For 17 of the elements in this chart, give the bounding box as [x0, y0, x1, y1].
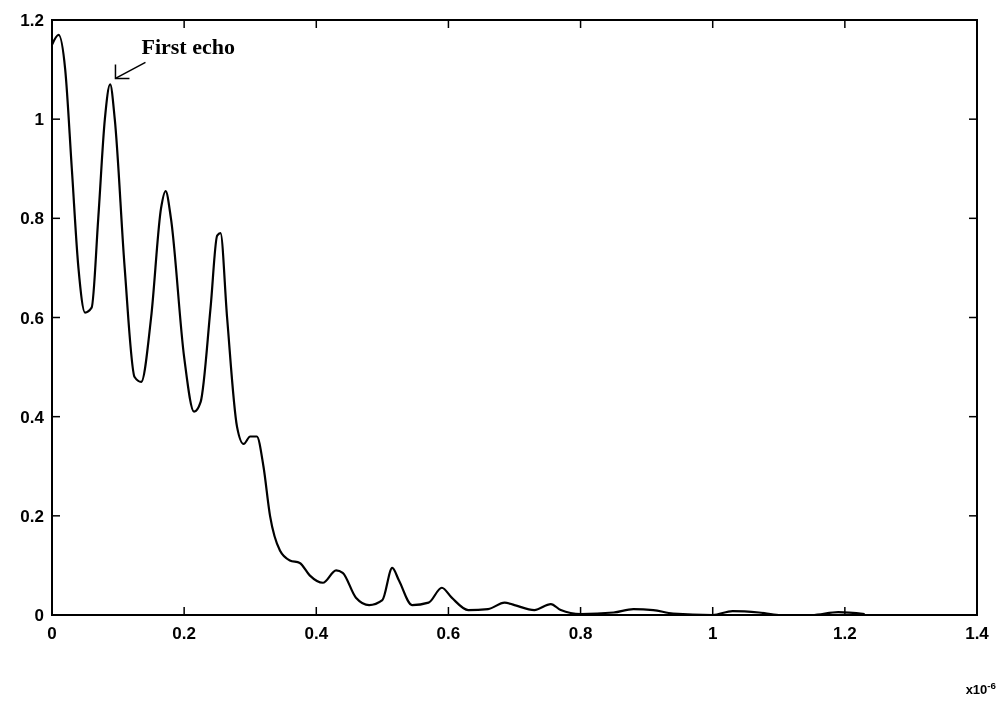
x-tick-label: 0.4	[304, 624, 329, 643]
x-tick-label: 1.4	[965, 624, 990, 643]
text: x10$^{-6}$	[965, 679, 997, 697]
x-tick-label: 1	[707, 624, 718, 643]
y-tick-label: 0.8	[20, 209, 44, 229]
y-tick-label: 0.6	[20, 308, 44, 328]
x-tick-label: 0.2	[172, 624, 196, 643]
y-tick-label: 0.2	[20, 506, 44, 526]
x-tick-label: 0.6	[436, 624, 461, 643]
annotation: First echo	[141, 34, 235, 60]
y-tick-label: 1.2	[20, 11, 44, 30]
y-tick-label: 0	[34, 606, 44, 625]
y-tick-label: 1	[34, 110, 44, 130]
x-tick-label: 1.2	[833, 624, 857, 643]
x-tick-label: 0.8	[568, 624, 593, 643]
y-tick-label: 0.4	[20, 407, 45, 427]
x-tick-label: 0	[47, 624, 57, 643]
